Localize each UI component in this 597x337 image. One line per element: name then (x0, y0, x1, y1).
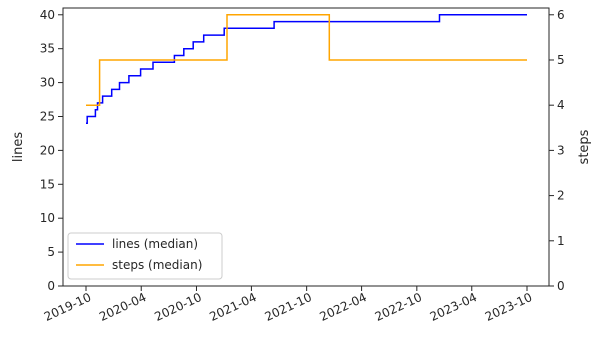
right-y-axis: 0 1 2 3 4 5 6 (549, 8, 565, 293)
right-y-tick-label: 2 (557, 189, 565, 203)
series-layer (86, 14, 527, 125)
right-y-tick-label: 6 (557, 8, 565, 22)
x-tick-label: 2022-10 (373, 290, 424, 324)
left-y-tick-label: 10 (40, 211, 55, 225)
x-tick-label: 2021-10 (263, 290, 314, 324)
x-tick-label: 2021-04 (207, 290, 258, 324)
x-axis: 2019-10 2020-04 2020-10 2021-04 2021-10 2022-… (42, 286, 534, 324)
left-y-axis-label: lines (11, 132, 26, 162)
x-tick-label: 2020-04 (97, 290, 148, 324)
left-y-tick-label: 30 (40, 76, 55, 90)
right-y-tick-label: 3 (557, 143, 565, 157)
x-tick-label: 2023-10 (483, 290, 534, 324)
right-y-axis-label: steps (577, 129, 592, 164)
legend-box (67, 232, 223, 280)
left-y-tick-label: 25 (40, 109, 55, 123)
left-y-tick-label: 0 (47, 279, 55, 293)
x-tick-label: 2023-04 (428, 290, 479, 324)
x-tick-label: 2019-10 (42, 290, 93, 324)
x-tick-label: 2020-10 (152, 290, 203, 324)
right-y-tick-label: 1 (557, 234, 565, 248)
left-y-axis: 0 5 10 15 20 25 30 35 40 (40, 8, 63, 293)
legend-label-steps: steps (median) (112, 258, 202, 272)
left-y-tick-label: 40 (40, 8, 55, 22)
series-line-steps-median (86, 14, 527, 106)
x-tick-label: 2022-04 (318, 290, 369, 324)
right-y-tick-label: 0 (557, 279, 565, 293)
right-y-tick-label: 4 (557, 98, 565, 112)
legend-label-lines: lines (median) (112, 237, 198, 251)
legend: lines (median) steps (median) (67, 232, 223, 280)
left-y-tick-label: 35 (40, 42, 55, 56)
series-line-lines-median (86, 14, 527, 125)
right-y-tick-label: 5 (557, 53, 565, 67)
left-y-tick-label: 20 (40, 143, 55, 157)
left-y-tick-label: 5 (47, 245, 55, 259)
left-y-tick-label: 15 (40, 177, 55, 191)
